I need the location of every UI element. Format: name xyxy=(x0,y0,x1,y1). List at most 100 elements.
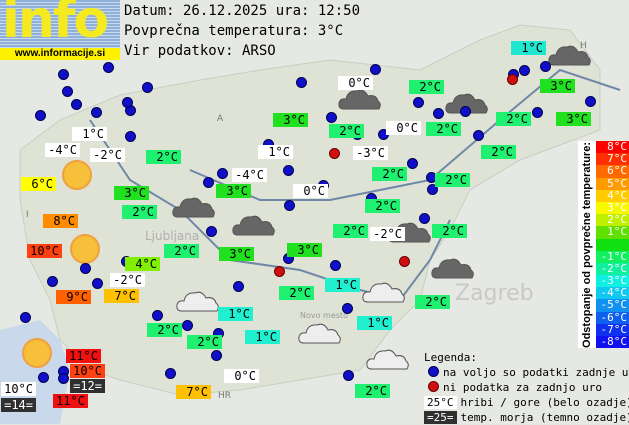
station-temperature: 1°C xyxy=(258,145,293,159)
legend-blue: na voljo so podatki zadnje ure xyxy=(424,365,629,380)
station-temperature: 1°C xyxy=(511,41,546,55)
colorbar-step xyxy=(596,238,629,251)
station-dot[interactable] xyxy=(211,350,222,361)
cloud-icon xyxy=(366,349,409,370)
station-dot[interactable] xyxy=(217,168,228,179)
station-temperature: 2°C xyxy=(279,286,314,300)
cloud-icon xyxy=(176,291,219,312)
station-temperature: -3°C xyxy=(353,146,388,160)
station-dot[interactable] xyxy=(182,320,193,331)
station-temperature: 2°C xyxy=(415,295,450,309)
station-dot[interactable] xyxy=(343,370,354,381)
map-label-i: I xyxy=(26,210,29,220)
station-dot[interactable] xyxy=(283,165,294,176)
station-dot[interactable] xyxy=(342,303,353,314)
station-dot[interactable] xyxy=(585,96,596,107)
station-dot[interactable] xyxy=(35,110,46,121)
map-label-a: A xyxy=(217,114,224,124)
station-dot[interactable] xyxy=(80,263,91,274)
station-dot[interactable] xyxy=(284,200,295,211)
station-dot[interactable] xyxy=(91,107,102,118)
station-dot[interactable] xyxy=(460,106,471,117)
colorbar-step: -5°C xyxy=(596,299,629,312)
map-label-h: H xyxy=(580,41,587,51)
station-dot[interactable] xyxy=(47,276,58,287)
station-temperature: -4°C xyxy=(45,143,80,157)
station-dot[interactable] xyxy=(532,107,543,118)
station-temperature: 2°C xyxy=(481,145,516,159)
station-dot-no-data[interactable] xyxy=(507,74,518,85)
logo[interactable]: info www.informacije.si xyxy=(0,0,120,60)
cloud-icon xyxy=(548,45,591,66)
station-dot[interactable] xyxy=(20,312,31,323)
colorbar-step: -4°C xyxy=(596,287,629,300)
station-temperature: 1°C xyxy=(72,127,107,141)
station-dot[interactable] xyxy=(58,373,69,384)
station-temperature: 1°C xyxy=(357,316,392,330)
station-dot[interactable] xyxy=(296,77,307,88)
station-dot[interactable] xyxy=(419,213,430,224)
station-dot[interactable] xyxy=(165,368,176,379)
colorbar-step: 3°C xyxy=(596,201,629,215)
legend-title: Legenda: xyxy=(424,351,477,364)
station-dot[interactable] xyxy=(62,86,73,97)
colorbar-step: 7°C xyxy=(596,153,629,166)
station-temperature: 2°C xyxy=(435,173,470,187)
station-temperature: 7°C xyxy=(104,289,139,303)
station-temperature: -2°C xyxy=(370,227,405,241)
station-dot[interactable] xyxy=(203,177,214,188)
station-dot[interactable] xyxy=(122,97,133,108)
cloud-icon xyxy=(232,215,275,236)
station-temperature: 1°C xyxy=(325,278,360,292)
station-temperature: 0°C xyxy=(338,76,373,90)
station-temperature: 4°C xyxy=(125,257,160,271)
station-dot-no-data[interactable] xyxy=(329,148,340,159)
station-dot[interactable] xyxy=(38,372,49,383)
station-temperature: 3°C xyxy=(114,186,149,200)
colorbar-step: 5°C xyxy=(596,177,629,190)
station-dot[interactable] xyxy=(71,99,82,110)
station-temperature: 2°C xyxy=(432,224,467,238)
colorbar-step: 6°C xyxy=(596,165,629,178)
station-temperature: 2°C xyxy=(365,199,400,213)
legend-sea: =25= temp. morja (temno ozadje) xyxy=(424,410,629,425)
station-dot[interactable] xyxy=(427,184,438,195)
date-line: Datum: 26.12.2025 ura: 12:50 xyxy=(124,3,361,19)
station-temperature: 7°C xyxy=(176,385,211,399)
station-dot[interactable] xyxy=(142,82,153,93)
station-temperature: 3°C xyxy=(273,113,308,127)
station-dot[interactable] xyxy=(233,281,244,292)
station-dot[interactable] xyxy=(326,112,337,123)
station-dot[interactable] xyxy=(433,108,444,119)
station-temperature: 11°C xyxy=(66,349,101,363)
station-dot[interactable] xyxy=(206,226,217,237)
station-temperature: 2°C xyxy=(122,205,157,219)
station-dot[interactable] xyxy=(103,62,114,73)
logo-url[interactable]: www.informacije.si xyxy=(0,48,120,60)
station-dot[interactable] xyxy=(413,97,424,108)
station-dot[interactable] xyxy=(152,310,163,321)
station-dot-no-data[interactable] xyxy=(274,266,285,277)
station-dot[interactable] xyxy=(125,131,136,142)
station-dot[interactable] xyxy=(92,278,103,289)
station-temperature: 2°C xyxy=(372,167,407,181)
sea-sample: =25= xyxy=(424,411,457,424)
blue-dot-icon xyxy=(428,366,439,377)
station-dot-no-data[interactable] xyxy=(399,256,410,267)
sun-icon xyxy=(70,234,100,264)
cloud-icon xyxy=(172,197,215,218)
colorbar-step: -2°C xyxy=(596,262,629,276)
station-temperature: 10°C xyxy=(27,244,62,258)
station-dot[interactable] xyxy=(540,61,551,72)
station-dot[interactable] xyxy=(473,130,484,141)
station-temperature: =12= xyxy=(70,379,105,393)
station-dot[interactable] xyxy=(407,158,418,169)
station-dot[interactable] xyxy=(370,64,381,75)
station-dot[interactable] xyxy=(519,65,530,76)
station-dot[interactable] xyxy=(58,69,69,80)
station-temperature: 3°C xyxy=(556,112,591,126)
average-temperature: Povprečna temperatura: 3°C xyxy=(124,23,344,39)
station-dot[interactable] xyxy=(330,260,341,271)
colorbar-step: -7°C xyxy=(596,323,629,336)
station-temperature: 3°C xyxy=(219,247,254,261)
